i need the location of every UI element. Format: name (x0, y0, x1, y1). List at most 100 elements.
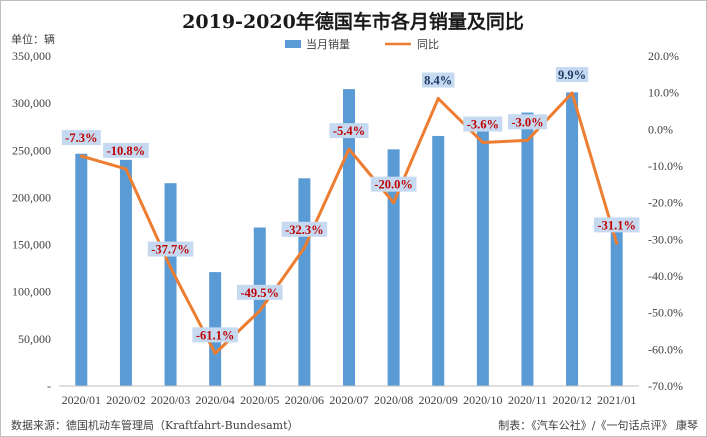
data-label: -3.0% (507, 114, 547, 130)
right-tick-label: 10.0% (648, 86, 679, 100)
line-point (570, 91, 574, 95)
line-point (347, 147, 351, 151)
x-tick-label: 2020/11 (508, 393, 547, 407)
x-tick-label: 2020/03 (151, 393, 190, 407)
right-tick-label: -50.0% (648, 306, 683, 320)
data-label-box (555, 67, 589, 83)
data-label: 8.4% (422, 72, 455, 88)
x-tick-label: 2020/06 (285, 393, 324, 407)
data-label: -20.0% (370, 176, 417, 192)
bar (610, 225, 623, 386)
data-labels: -7.3% -10.8% -37.7% -61.1% -49.5% -32.3% -5.4%… (61, 67, 640, 343)
line-point (392, 201, 396, 205)
data-label: -7.3% (61, 130, 101, 146)
bar (75, 153, 88, 386)
data-label-text: -10.8% (107, 144, 146, 158)
data-label: -32.3% (281, 221, 328, 237)
data-label-text: -31.1% (597, 218, 636, 232)
x-tick-label: 2020/01 (62, 393, 101, 407)
data-label-text: -32.3% (285, 223, 324, 237)
data-label: -3.6% (463, 116, 503, 132)
data-label-box (422, 72, 455, 88)
data-label-text: -61.1% (196, 328, 235, 342)
bar (119, 159, 132, 386)
bar (521, 112, 534, 387)
data-label: -10.8% (103, 142, 149, 158)
right-tick-label: -10.0% (648, 159, 683, 173)
line-point (481, 141, 485, 145)
left-tick-label: 100,000 (12, 285, 51, 299)
left-tick-label: - (47, 379, 51, 393)
data-label: -61.1% (192, 327, 238, 343)
right-tick-label: -30.0% (648, 232, 683, 246)
line-point (258, 309, 262, 313)
x-tick-label: 2020/08 (374, 393, 413, 407)
legend-bar-swatch (285, 40, 301, 48)
data-label-box (329, 123, 369, 139)
right-tick-label: -60.0% (648, 342, 683, 356)
data-label-text: -7.3% (65, 131, 97, 145)
data-label-text: 9.9% (558, 68, 586, 82)
data-label-text: -3.6% (467, 118, 499, 132)
right-tick-label: 0.0% (648, 122, 673, 136)
right-tick-label: -70.0% (648, 379, 683, 393)
data-label: -49.5% (236, 284, 283, 300)
right-tick-label: -40.0% (648, 269, 683, 283)
bar (387, 149, 400, 386)
bar (164, 183, 177, 386)
left-y-axis: - 50,000 100,000 150,000 200,000 250,000 300,0… (12, 49, 51, 393)
line-point (124, 167, 128, 171)
data-label-box (507, 114, 547, 130)
chart-title: 2019-2020年德国车市各月销量及同比 (182, 10, 524, 33)
legend: 当月销量 同比 (285, 37, 439, 51)
bar (432, 135, 445, 386)
data-label-text: -37.7% (151, 243, 190, 257)
line-point (615, 241, 619, 245)
x-tick-label: 2021/01 (597, 393, 636, 407)
data-label-text: -3.0% (511, 115, 543, 129)
bar (343, 89, 355, 386)
unit-label: 单位：辆 (11, 32, 55, 46)
data-label-box (147, 241, 194, 257)
left-tick-label: 350,000 (12, 49, 51, 63)
right-tick-label: 20.0% (648, 49, 679, 63)
x-tick-label: 2020/05 (240, 393, 279, 407)
data-label-box (463, 116, 503, 132)
left-tick-label: 50,000 (18, 332, 51, 346)
data-label-box (103, 142, 149, 158)
credit-note: 制表：《汽车公社》/《一句话点评》 康琴 (498, 418, 698, 432)
bar (253, 227, 266, 386)
line-point (213, 351, 217, 355)
data-label: 9.9% (555, 67, 589, 83)
line-series (79, 91, 619, 355)
x-tick-label: 2020/12 (552, 393, 591, 407)
data-label-box (593, 217, 640, 233)
x-tick-label: 2020/10 (463, 393, 502, 407)
data-label-box (192, 327, 238, 343)
line-point (169, 266, 173, 270)
x-axis-ticks: 2020/01 2020/02 2020/03 2020/04 2020/05 2020/… (62, 393, 637, 407)
x-tick-label: 2020/04 (195, 393, 234, 407)
data-label: -5.4% (329, 123, 369, 139)
left-tick-label: 150,000 (12, 238, 51, 252)
legend-line-label: 同比 (417, 38, 439, 51)
data-label-box (281, 221, 328, 237)
bar (476, 131, 489, 386)
line-point (436, 97, 440, 101)
data-label-text: -20.0% (374, 178, 413, 192)
source-note: 数据来源：德国机动车管理局（Kraftfahrt-Bundesamt） (11, 418, 299, 432)
line-point (302, 246, 306, 250)
bar (298, 178, 311, 386)
data-label: -37.7% (147, 241, 194, 257)
data-label-text: -5.4% (333, 124, 365, 138)
data-label-box (61, 130, 101, 146)
right-tick-label: -20.0% (648, 196, 683, 210)
data-label-box (236, 284, 283, 300)
x-tick-label: 2020/02 (106, 393, 145, 407)
right-y-axis: -70.0% -60.0% -50.0% -40.0% -30.0% -20.0% -10.… (648, 49, 683, 393)
data-label-text: -49.5% (240, 286, 279, 300)
data-label-box (370, 176, 417, 192)
legend-bar-label: 当月销量 (306, 37, 350, 51)
